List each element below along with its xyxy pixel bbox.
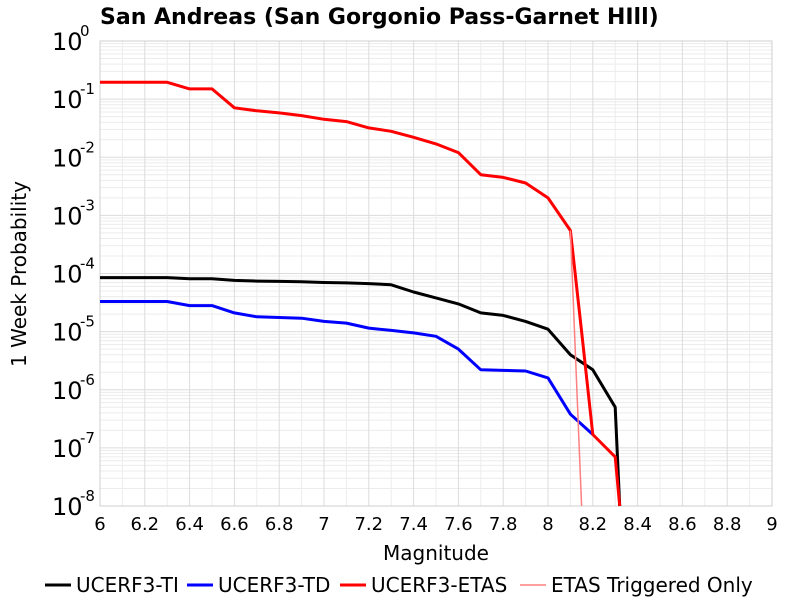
x-tick-label: 6.4	[175, 514, 204, 535]
y-tick-exponent: -6	[80, 371, 95, 389]
series-line-ucerf3-td	[100, 300, 594, 436]
y-tick-exponent: -4	[80, 255, 95, 273]
legend-item: UCERF3-ETAS	[340, 573, 507, 597]
y-tick-exponent: 0	[80, 22, 90, 40]
grid	[99, 41, 773, 507]
x-tick-label: 7.8	[489, 514, 518, 535]
series-line-ucerf3-etas	[100, 80, 622, 507]
series-group	[100, 80, 622, 507]
y-tick-base: 10	[52, 261, 83, 289]
series-line-etas-triggered-only	[569, 230, 583, 507]
x-tick-label: 6.6	[220, 514, 249, 535]
legend: UCERF3-TI UCERF3-TD UCERF3-ETAS ETAS Trigge…	[45, 573, 753, 597]
y-tick-exponent: -7	[80, 429, 95, 447]
y-tick-label: 100	[52, 22, 90, 56]
x-tick-label: 7.2	[354, 514, 383, 535]
legend-label: UCERF3-TD	[218, 573, 330, 597]
x-tick-label: 6	[94, 514, 105, 535]
x-tick-label: 7.4	[399, 514, 428, 535]
x-axis-ticks: 6 6.2 6.4 6.6 6.8 7 7.2 7.4 7.6 7.8 8 8.2 8.4 8.6 8.8 9	[94, 514, 777, 535]
x-tick-label: 8.6	[668, 514, 697, 535]
y-tick-label: 10-2	[52, 138, 95, 172]
x-tick-label: 7	[318, 514, 329, 535]
y-tick-exponent: -1	[80, 80, 95, 98]
y-tick-label: 10-7	[52, 429, 95, 463]
y-tick-base: 10	[52, 319, 83, 347]
x-tick-label: 6.2	[130, 514, 159, 535]
legend-item: UCERF3-TD	[187, 573, 330, 597]
y-tick-exponent: -8	[80, 487, 95, 505]
legend-label: UCERF3-TI	[76, 573, 179, 597]
x-tick-label: 8.8	[713, 514, 742, 535]
y-tick-label: 10-8	[52, 487, 95, 521]
x-tick-label: 8	[542, 514, 553, 535]
y-tick-label: 10-3	[52, 196, 95, 230]
y-tick-base: 10	[52, 86, 83, 114]
x-axis-label: Magnitude	[383, 541, 489, 565]
legend-label: UCERF3-ETAS	[371, 573, 507, 597]
y-tick-exponent: -3	[80, 196, 95, 214]
y-tick-base: 10	[52, 493, 83, 521]
y-tick-base: 10	[52, 377, 83, 405]
y-tick-label: 10-5	[52, 313, 95, 347]
x-tick-label: 7.6	[444, 514, 473, 535]
y-tick-base: 10	[52, 202, 83, 230]
legend-label: ETAS Triggered Only	[551, 573, 753, 597]
y-tick-label: 10-6	[52, 371, 95, 405]
y-tick-base: 10	[52, 144, 83, 172]
plot-area	[99, 40, 773, 507]
y-tick-exponent: -2	[80, 138, 95, 156]
chart-title: San Andreas (San Gorgonio Pass-Garnet HI…	[100, 5, 659, 30]
y-tick-exponent: -5	[80, 313, 95, 331]
y-tick-label: 10-4	[52, 255, 95, 289]
legend-item: ETAS Triggered Only	[520, 573, 753, 597]
y-tick-label: 10-1	[52, 80, 95, 114]
x-tick-label: 8.4	[623, 514, 652, 535]
y-tick-base: 10	[52, 435, 83, 463]
x-tick-label: 9	[766, 514, 777, 535]
y-tick-base: 10	[52, 28, 83, 56]
x-tick-label: 8.2	[578, 514, 607, 535]
legend-item: UCERF3-TI	[45, 573, 179, 597]
y-axis-label: 1 Week Probability	[7, 181, 31, 367]
x-tick-label: 6.8	[265, 514, 294, 535]
series-line-ucerf3-ti	[100, 276, 622, 507]
